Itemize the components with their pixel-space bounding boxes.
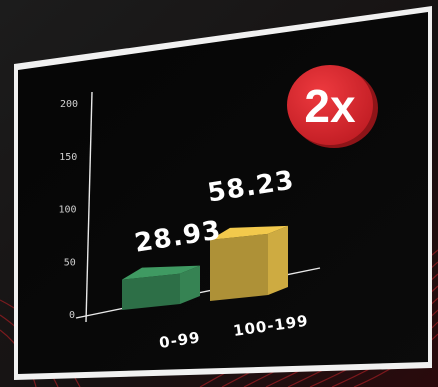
bar-front-face bbox=[210, 233, 268, 301]
y-tick-label: 0 bbox=[69, 310, 75, 321]
bar-100-199 bbox=[210, 225, 288, 301]
bar-front-face bbox=[122, 273, 180, 310]
bar-top-face bbox=[122, 265, 200, 280]
category-label-0-99: 0-99 bbox=[158, 328, 202, 352]
bar-side-face bbox=[180, 265, 200, 304]
y-tick-label: 150 bbox=[59, 152, 77, 163]
bar-0-99 bbox=[122, 265, 200, 310]
y-tick-label: 100 bbox=[58, 205, 76, 216]
y-axis-ticks: 0 50 100 150 200 bbox=[58, 99, 78, 321]
y-tick-label: 200 bbox=[60, 99, 78, 110]
bar-top-face bbox=[210, 225, 288, 240]
y-tick-label: 50 bbox=[64, 257, 76, 268]
bar-side-face bbox=[268, 225, 288, 295]
multiplier-badge: 2x bbox=[287, 65, 378, 148]
badge-text: 2x bbox=[304, 80, 356, 132]
y-axis-line bbox=[85, 91, 93, 323]
bars bbox=[122, 225, 288, 310]
